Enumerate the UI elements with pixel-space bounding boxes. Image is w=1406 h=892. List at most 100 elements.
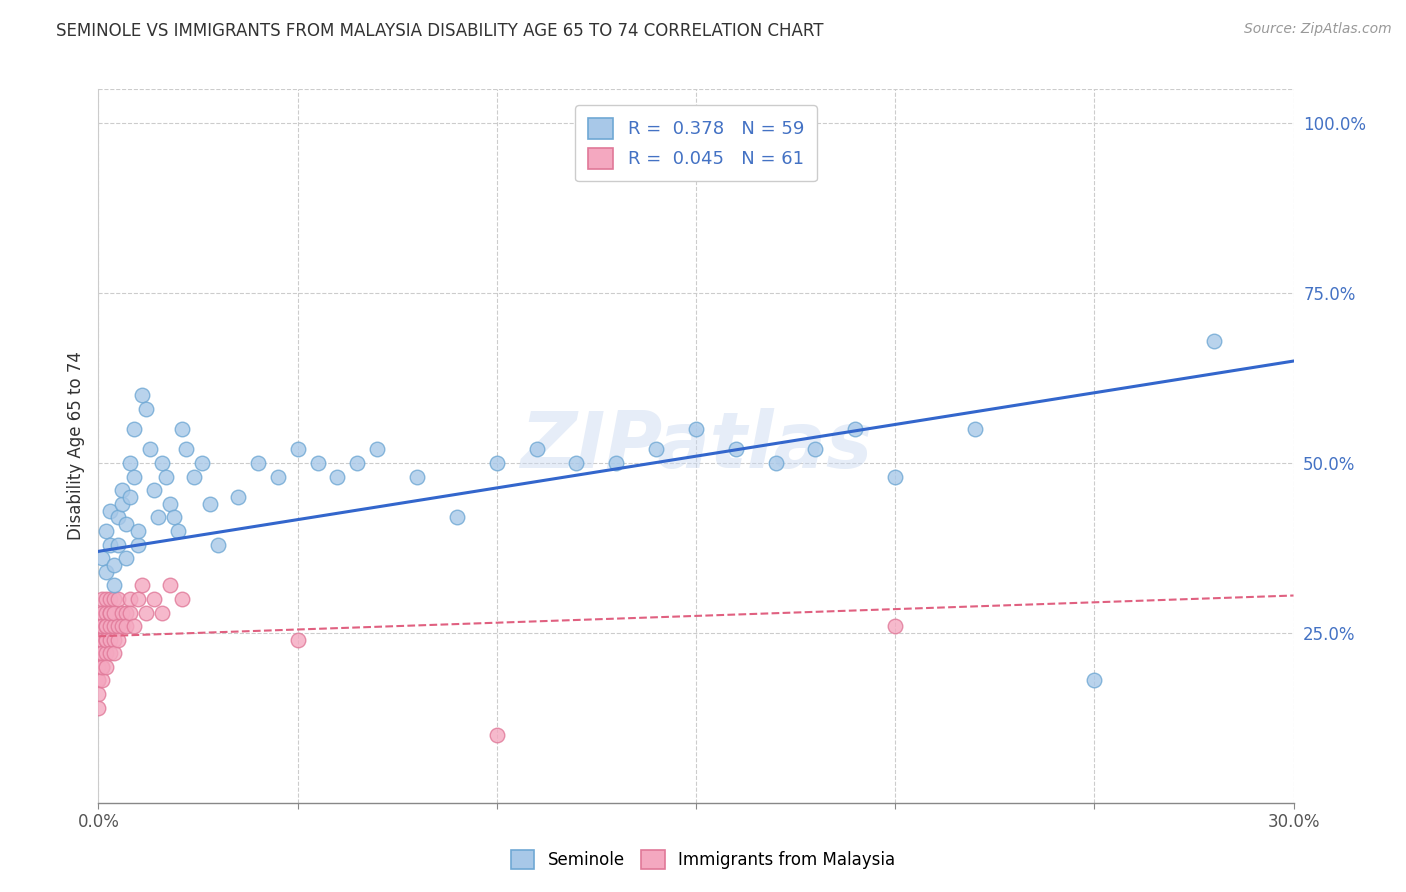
- Point: [103, 558, 125, 572]
- Point: [150, 606, 173, 620]
- Y-axis label: Disability Age 65 to 74: Disability Age 65 to 74: [66, 351, 84, 541]
- Point: [100, 591, 122, 606]
- Point: [96, 619, 118, 633]
- Point: [103, 646, 125, 660]
- Point: [526, 442, 548, 457]
- Legend: R =  0.378   N = 59, R =  0.045   N = 61: R = 0.378 N = 59, R = 0.045 N = 61: [575, 105, 817, 181]
- Point: [287, 442, 309, 457]
- Point: [172, 422, 194, 436]
- Text: ZIPatlas: ZIPatlas: [520, 408, 872, 484]
- Point: [884, 469, 907, 483]
- Point: [96, 660, 118, 674]
- Point: [107, 619, 129, 633]
- Point: [765, 456, 787, 470]
- Point: [100, 503, 122, 517]
- Point: [207, 537, 229, 551]
- Point: [100, 619, 122, 633]
- Point: [804, 442, 827, 457]
- Point: [100, 537, 122, 551]
- Point: [96, 606, 118, 620]
- Point: [963, 422, 986, 436]
- Point: [115, 619, 138, 633]
- Point: [1083, 673, 1105, 688]
- Point: [96, 632, 118, 647]
- Point: [174, 442, 197, 457]
- Point: [198, 497, 221, 511]
- Point: [96, 619, 118, 633]
- Point: [183, 469, 205, 483]
- Point: [91, 619, 114, 633]
- Point: [346, 456, 368, 470]
- Point: [115, 606, 138, 620]
- Point: [96, 565, 118, 579]
- Point: [115, 551, 138, 566]
- Point: [103, 606, 125, 620]
- Point: [485, 728, 508, 742]
- Point: [87, 673, 110, 688]
- Point: [100, 632, 122, 647]
- Point: [96, 591, 118, 606]
- Point: [159, 578, 181, 592]
- Point: [91, 591, 114, 606]
- Point: [87, 687, 110, 701]
- Point: [446, 510, 468, 524]
- Point: [139, 442, 162, 457]
- Point: [91, 619, 114, 633]
- Point: [167, 524, 190, 538]
- Point: [91, 551, 114, 566]
- Point: [131, 388, 153, 402]
- Point: [127, 591, 149, 606]
- Point: [91, 606, 114, 620]
- Point: [100, 606, 122, 620]
- Point: [107, 537, 129, 551]
- Point: [87, 646, 110, 660]
- Text: Source: ZipAtlas.com: Source: ZipAtlas.com: [1244, 22, 1392, 37]
- Point: [91, 646, 114, 660]
- Point: [406, 469, 429, 483]
- Point: [127, 524, 149, 538]
- Point: [724, 442, 747, 457]
- Point: [844, 422, 866, 436]
- Point: [143, 591, 166, 606]
- Point: [120, 606, 142, 620]
- Point: [87, 632, 110, 647]
- Legend: Seminole, Immigrants from Malaysia: Seminole, Immigrants from Malaysia: [501, 840, 905, 880]
- Point: [124, 422, 146, 436]
- Point: [91, 632, 114, 647]
- Point: [191, 456, 214, 470]
- Point: [107, 591, 129, 606]
- Point: [326, 469, 349, 483]
- Point: [100, 646, 122, 660]
- Point: [87, 700, 110, 714]
- Point: [127, 537, 149, 551]
- Point: [87, 660, 110, 674]
- Point: [645, 442, 668, 457]
- Point: [287, 632, 309, 647]
- Point: [87, 646, 110, 660]
- Point: [91, 632, 114, 647]
- Point: [246, 456, 269, 470]
- Point: [87, 660, 110, 674]
- Point: [120, 456, 142, 470]
- Point: [87, 619, 110, 633]
- Point: [565, 456, 588, 470]
- Point: [267, 469, 290, 483]
- Point: [307, 456, 329, 470]
- Point: [103, 578, 125, 592]
- Point: [120, 490, 142, 504]
- Point: [111, 497, 134, 511]
- Point: [685, 422, 707, 436]
- Point: [107, 632, 129, 647]
- Point: [172, 591, 194, 606]
- Point: [135, 401, 157, 416]
- Point: [96, 646, 118, 660]
- Point: [111, 483, 134, 498]
- Point: [91, 660, 114, 674]
- Point: [163, 510, 186, 524]
- Point: [143, 483, 166, 498]
- Point: [485, 456, 508, 470]
- Point: [100, 606, 122, 620]
- Point: [91, 646, 114, 660]
- Point: [150, 456, 173, 470]
- Point: [131, 578, 153, 592]
